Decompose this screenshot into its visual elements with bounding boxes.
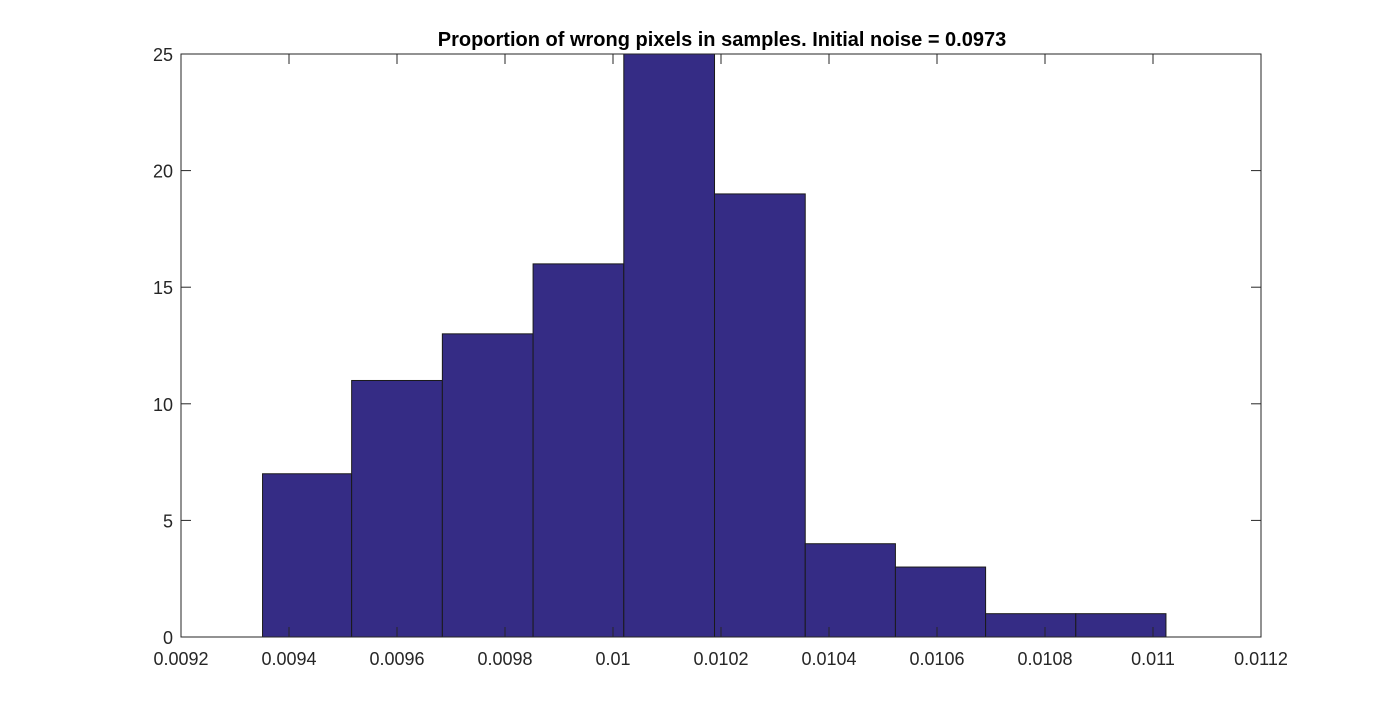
x-tick-label: 0.01 [595, 649, 630, 669]
y-tick-label: 0 [163, 628, 173, 648]
chart-title: Proportion of wrong pixels in samples. I… [438, 29, 1006, 51]
y-tick-labels: 0 5 10 15 20 25 [153, 45, 173, 648]
x-tick-label: 0.0106 [909, 649, 964, 669]
x-tick-labels: 0.0092 0.0094 0.0096 0.0098 0.01 0.0102 0.0104… [153, 649, 1287, 669]
bars-group [262, 53, 1167, 638]
y-tick-label: 20 [153, 162, 173, 182]
histogram-bar [714, 193, 806, 638]
x-tick-label: 0.0112 [1234, 649, 1288, 669]
x-tick-label: 0.011 [1131, 649, 1175, 669]
y-tick-label: 5 [163, 511, 173, 531]
x-tick-label: 0.0098 [477, 649, 532, 669]
histogram-bar [532, 263, 625, 638]
x-tick-label: 0.0102 [693, 649, 748, 669]
x-tick-label: 0.0094 [261, 649, 316, 669]
histogram-bar [894, 566, 987, 638]
histogram-bar [804, 543, 896, 638]
y-tick-label: 10 [153, 395, 173, 415]
y-tick-label: 25 [153, 45, 173, 65]
x-tick-label: 0.0104 [801, 649, 856, 669]
x-tick-label: 0.0092 [153, 649, 208, 669]
histogram-bar [985, 613, 1077, 638]
histogram-bar [441, 333, 534, 638]
histogram-bar [1075, 613, 1167, 638]
histogram-bar [262, 473, 353, 638]
histogram-bar [351, 379, 443, 638]
x-tick-label: 0.0096 [369, 649, 424, 669]
histogram-bar [623, 53, 716, 638]
plot-area-frame [180, 53, 1262, 638]
x-tick-label: 0.0108 [1017, 649, 1072, 669]
y-tick-label: 15 [153, 278, 173, 298]
